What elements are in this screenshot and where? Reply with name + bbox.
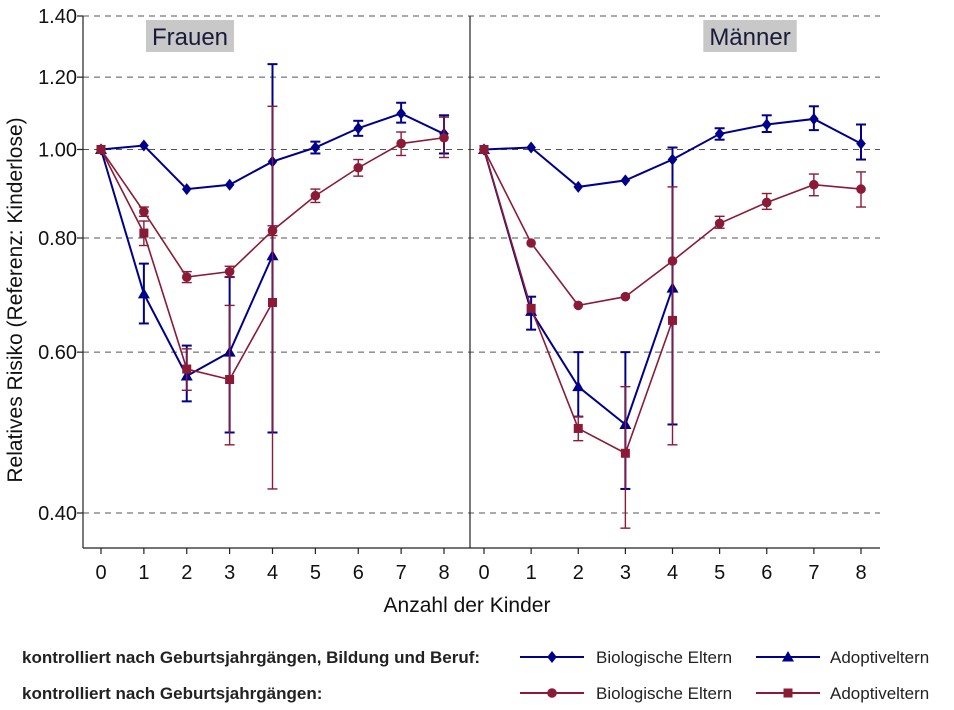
x-tick-label: 5 bbox=[714, 562, 725, 584]
y-tick-label: 1.40 bbox=[38, 6, 77, 28]
data-point bbox=[139, 139, 149, 152]
error-bar bbox=[667, 186, 678, 446]
y-tick-label: 1.20 bbox=[38, 67, 77, 89]
data-point bbox=[620, 291, 631, 302]
legend-item: Adoptiveltern bbox=[756, 648, 929, 667]
data-point bbox=[620, 448, 630, 458]
data-point bbox=[573, 423, 583, 433]
data-point bbox=[353, 162, 364, 173]
legend-item: Biologische Eltern bbox=[520, 648, 732, 667]
legend-row-2: kontrolliert nach Geburtsjahrgängen: Biol… bbox=[22, 684, 929, 703]
legend-marker bbox=[783, 688, 793, 698]
data-point bbox=[856, 137, 866, 150]
data-point bbox=[353, 122, 364, 135]
legend: kontrolliert nach Geburtsjahrgängen, Bil… bbox=[22, 648, 929, 703]
legend-item-label: Adoptiveltern bbox=[830, 648, 929, 667]
legend-item: Biologische Eltern bbox=[520, 684, 732, 703]
data-point bbox=[761, 118, 772, 131]
x-tick-label: 0 bbox=[95, 562, 106, 584]
data-point bbox=[439, 132, 449, 143]
data-point bbox=[526, 141, 536, 154]
x-tick-label: 0 bbox=[478, 562, 489, 584]
panel-title-text: Männer bbox=[709, 24, 790, 51]
y-tick-label: 1.00 bbox=[38, 139, 77, 161]
x-tick-label: 3 bbox=[224, 562, 235, 584]
data-point bbox=[573, 180, 584, 193]
data-point bbox=[809, 179, 819, 190]
data-point bbox=[268, 297, 277, 307]
data-point bbox=[809, 112, 819, 125]
y-tick-label: 0.60 bbox=[38, 342, 77, 364]
x-tick-label: 6 bbox=[353, 562, 364, 584]
x-axis-title: Anzahl der Kinder bbox=[384, 594, 551, 617]
x-tick-label: 5 bbox=[310, 562, 321, 584]
panel-title-background bbox=[703, 20, 797, 52]
x-tick-label: 8 bbox=[438, 562, 449, 584]
data-point bbox=[396, 107, 406, 120]
data-point bbox=[96, 144, 106, 154]
y-tick-label: 0.40 bbox=[38, 503, 77, 525]
x-tick-label: 7 bbox=[808, 562, 819, 584]
data-point bbox=[396, 138, 406, 149]
axes: 0.40 0.60 0.80 1.00 1.20 1.40 0 1 2 3 4 5 6 7 8 0 1 2 3 4 5 6… bbox=[38, 6, 880, 584]
data-point bbox=[224, 178, 235, 191]
x-tick-label: 2 bbox=[181, 562, 192, 584]
x-tick-label: 3 bbox=[620, 562, 631, 584]
legend-item-label: Biologische Eltern bbox=[596, 684, 732, 703]
legend-marker bbox=[547, 651, 557, 663]
data-point bbox=[479, 144, 489, 154]
series-adopt_cohort-panel-1 bbox=[96, 105, 278, 490]
panel-titles: Frauen Männer bbox=[145, 20, 797, 52]
x-tick-label: 4 bbox=[267, 562, 278, 584]
legend-row-label: kontrolliert nach Geburtsjahrgängen, Bil… bbox=[22, 648, 480, 667]
data-point bbox=[225, 375, 235, 385]
data-point bbox=[181, 183, 192, 196]
data-point bbox=[761, 197, 772, 208]
panel-title-frauen: Frauen bbox=[145, 20, 235, 52]
y-tick-label: 0.80 bbox=[38, 228, 77, 250]
data-point bbox=[856, 184, 866, 194]
legend-item-label: Adoptiveltern bbox=[830, 684, 929, 703]
data-point bbox=[526, 303, 536, 313]
x-tick-label: 7 bbox=[396, 562, 407, 584]
data-point bbox=[526, 238, 536, 248]
x-tick-label: 8 bbox=[855, 562, 866, 584]
data-point bbox=[714, 127, 725, 140]
data-point bbox=[139, 206, 149, 217]
legend-row-1: kontrolliert nach Geburtsjahrgängen, Bil… bbox=[22, 648, 929, 667]
data-point bbox=[182, 364, 192, 374]
x-tick-label: 6 bbox=[761, 562, 772, 584]
data-point bbox=[139, 228, 149, 238]
panel-title-background bbox=[145, 20, 235, 52]
data-point bbox=[714, 218, 725, 229]
legend-marker bbox=[547, 688, 557, 698]
data-point bbox=[224, 266, 235, 277]
gridlines bbox=[83, 15, 880, 514]
legend-item-label: Biologische Eltern bbox=[596, 648, 732, 667]
error-bar bbox=[267, 105, 278, 490]
legend-marker bbox=[782, 651, 794, 662]
x-tick-label: 2 bbox=[573, 562, 584, 584]
legend-row-label: kontrolliert nach Geburtsjahrgängen: bbox=[22, 684, 322, 703]
data-point bbox=[181, 272, 192, 282]
series-layer bbox=[95, 63, 866, 529]
data-point bbox=[572, 380, 585, 392]
data-point bbox=[310, 190, 321, 201]
x-tick-label: 1 bbox=[138, 562, 149, 584]
data-point bbox=[668, 315, 677, 325]
data-point bbox=[573, 300, 584, 311]
legend-item: Adoptiveltern bbox=[756, 684, 929, 703]
data-point bbox=[137, 287, 150, 299]
panel-title-maenner: Männer bbox=[703, 20, 797, 52]
panel-title-text: Frauen bbox=[152, 24, 228, 51]
x-tick-label: 1 bbox=[526, 562, 537, 584]
data-point bbox=[620, 174, 631, 187]
data-point bbox=[310, 141, 321, 154]
series-adopt_cohort-panel-2 bbox=[479, 144, 678, 529]
y-axis-title: Relatives Risiko (Referenz: Kinderlose) bbox=[4, 117, 27, 482]
x-tick-label: 4 bbox=[667, 562, 678, 584]
